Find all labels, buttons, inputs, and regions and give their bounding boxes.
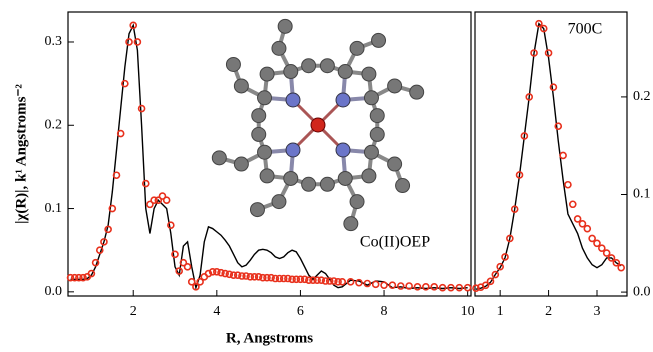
data-point [431,284,437,290]
atom [252,127,266,141]
atom [260,67,274,81]
atom [338,171,352,185]
atom [234,79,248,93]
x-tick-label: 4 [213,304,220,319]
atom [370,127,384,141]
data-point [575,216,581,222]
atom [272,41,286,55]
y-axis-label: |χ(R)|, k¹ Angstroms⁻² [13,84,29,224]
atom [362,67,376,81]
atom [286,93,300,107]
data-point [570,201,576,207]
atom [272,195,286,209]
data-point [398,283,404,289]
data-point [560,152,566,158]
atom [364,91,378,105]
atom [388,79,402,93]
atom [302,177,316,191]
x-tick-label: 3 [593,304,600,319]
chart: 2 4 6 8 10 0.0 0.1 0.2 0.3 R, Angstroms |χ(R)|, k¹… [0,0,653,352]
data-point [589,235,595,241]
atom [258,145,272,159]
y-tick-label: 0.1 [45,201,63,216]
atom [320,177,334,191]
atom [260,169,274,183]
atom [311,118,325,132]
y-tick-label: 0.0 [633,284,651,299]
data-point [594,240,600,246]
y-tick-label: 0.2 [633,89,651,104]
atom [350,195,364,209]
atom [302,59,316,73]
atom [362,169,376,183]
atom [410,85,424,99]
atom [284,65,298,79]
data-point [143,181,149,187]
data-point [339,279,345,285]
data-point [579,221,585,227]
atom [396,179,410,193]
atom [372,33,386,47]
data-point [584,226,590,232]
x-tick-label: 8 [381,304,388,319]
y-tick-label: 0.3 [45,34,63,49]
data-point [565,182,571,188]
data-point [373,281,379,287]
atom [338,65,352,79]
data-point [604,250,610,256]
data-point [164,197,170,203]
x-tick-label: 10 [461,304,475,319]
data-point [126,39,132,45]
atom [370,109,384,123]
data-point [185,264,191,270]
y-tick-label: 0.0 [45,284,63,299]
atom [388,157,402,171]
annotation: 700C [568,21,603,38]
data-point [381,282,387,288]
atom [278,19,292,33]
data-point [414,284,420,290]
data-point [550,84,556,90]
y-tick-label: 0.2 [45,117,63,132]
x-tick-label: 1 [497,304,504,319]
atom [320,59,334,73]
atom [258,91,272,105]
atom [234,157,248,171]
annotation: Co(II)OEP [360,234,430,251]
x-axis-label: R, Angstroms [226,330,313,346]
data-point [139,106,145,112]
atom [286,143,300,157]
atom [284,171,298,185]
atom [350,41,364,55]
molecule-image [212,19,423,230]
atom [336,143,350,157]
atom [250,203,264,217]
x-tick-label: 6 [297,304,304,319]
x-tick-label: 2 [545,304,552,319]
atom [226,57,240,71]
atom [212,151,226,165]
y-tick-label: 0.1 [633,187,651,202]
data-point [599,245,605,251]
atom [252,109,266,123]
x-tick-label: 2 [130,304,137,319]
atom [336,93,350,107]
atom [344,217,358,231]
atom [364,145,378,159]
